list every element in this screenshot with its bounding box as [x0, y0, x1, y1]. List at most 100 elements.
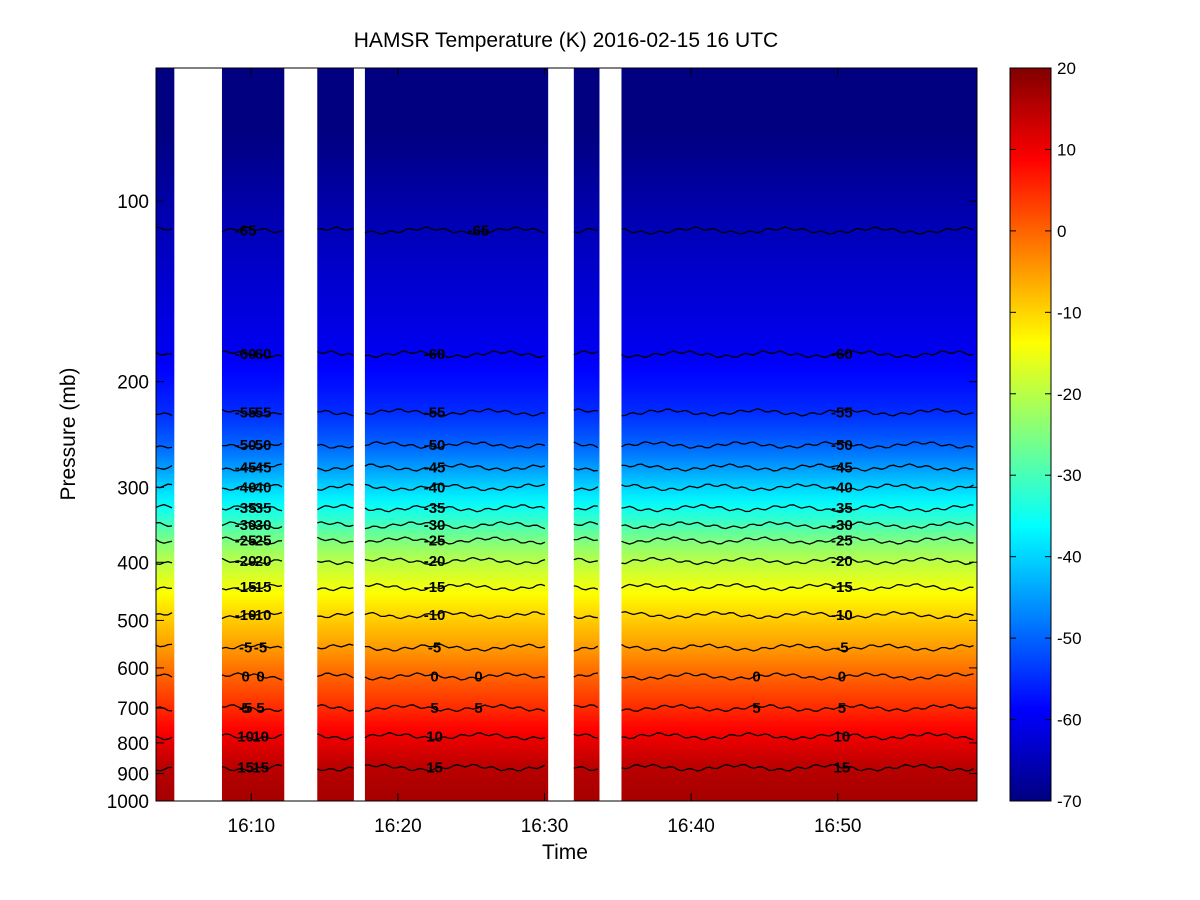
contour-label: -40 — [424, 479, 446, 496]
contour-line — [156, 612, 173, 616]
colorbar-ticks: 20 10 0 -10 -20 -30 -40 -50 -60 -70 — [1010, 59, 1082, 811]
contour-line — [573, 536, 598, 542]
contour-label: -25 — [250, 533, 272, 550]
contour-line — [221, 503, 283, 512]
colorbar-ramp — [1010, 68, 1051, 801]
contour-line — [573, 766, 599, 772]
contour-line — [621, 643, 974, 652]
contour-label: 0 — [430, 668, 438, 685]
contour-line — [221, 583, 283, 592]
contour-line — [364, 503, 546, 513]
colorbar-tick-label: -50 — [1057, 629, 1082, 648]
contour-label: 10 — [834, 728, 851, 745]
contour-line — [621, 556, 974, 566]
contour-label: -5 — [428, 640, 441, 657]
contour-line — [221, 672, 283, 681]
contour-label: 10 — [237, 728, 254, 745]
contour-line — [621, 408, 974, 417]
contour-label: -65 — [468, 223, 490, 240]
contour-line — [573, 704, 599, 708]
x-tick-label: 16:10 — [228, 816, 276, 837]
colorbar-tick-label: -20 — [1057, 385, 1082, 404]
contour-line — [221, 733, 283, 741]
y-tick-label: 900 — [117, 765, 149, 786]
contour-line — [156, 352, 173, 356]
contour-line — [156, 766, 172, 772]
contour-label: 15 — [252, 760, 269, 777]
contour-label: -15 — [424, 579, 446, 596]
contour-label: 15 — [237, 760, 254, 777]
contour-line — [364, 704, 546, 713]
contour-label: -30 — [250, 517, 272, 534]
y-tick-label: 600 — [117, 659, 149, 680]
contour-label: -55 — [831, 404, 853, 421]
contour-label: -30 — [424, 517, 446, 534]
contour-line — [621, 763, 974, 772]
colorbar-tick-label: 0 — [1057, 222, 1066, 241]
contour-label: -25 — [235, 533, 257, 550]
x-tick-label: 16:40 — [667, 816, 715, 837]
data-gap-3 — [353, 68, 365, 801]
contour-line — [317, 521, 354, 528]
plot-frame — [155, 67, 978, 802]
data-gap-5 — [599, 68, 622, 801]
contour-label: -5 — [239, 700, 252, 717]
contour-line — [621, 704, 974, 713]
contour-label: -15 — [250, 579, 272, 596]
colorbar-tick-label: -30 — [1057, 466, 1082, 485]
contour-label: -30 — [235, 517, 257, 534]
x-tick-label: 16:30 — [521, 816, 569, 837]
contour-line — [317, 733, 354, 741]
contour-line — [621, 226, 974, 235]
x-tick-label: 16:50 — [814, 816, 862, 837]
contour-line — [317, 350, 354, 356]
contour-label: 0 — [256, 668, 264, 685]
y-tick-label: 100 — [117, 192, 149, 213]
contour-label: -25 — [831, 533, 853, 550]
contour-line — [317, 443, 354, 449]
contour-label: -5 — [254, 640, 267, 657]
contour-line — [364, 582, 546, 592]
contour-line — [364, 536, 546, 545]
y-tick-label: 200 — [117, 373, 149, 394]
contour-line — [317, 226, 354, 231]
contour-line — [364, 483, 546, 492]
contour-label: -55 — [424, 404, 446, 421]
contour-line — [573, 467, 598, 472]
contour-line — [317, 536, 354, 544]
contour-label: 0 — [241, 668, 249, 685]
contour-label: -20 — [235, 553, 257, 570]
contour-label: -5 — [835, 640, 848, 657]
contour-label: -55 — [250, 404, 272, 421]
contour-line — [317, 483, 354, 491]
contour-line — [364, 672, 545, 681]
contour-line — [317, 704, 354, 712]
contour-line — [317, 560, 354, 566]
contour-line — [156, 503, 173, 509]
y-tick-label: 1000 — [107, 792, 149, 813]
colorbar-tick-label: -70 — [1057, 792, 1082, 811]
contour-line — [573, 645, 599, 652]
y-tick-label: 800 — [117, 734, 149, 755]
contour-lines — [156, 226, 974, 772]
contour-line — [364, 408, 545, 417]
contour-line — [317, 409, 354, 417]
contour-line — [221, 226, 283, 234]
y-tick-label: 400 — [117, 553, 149, 574]
contour-line — [621, 483, 974, 492]
contour-label: -50 — [235, 437, 257, 454]
contour-label: -65 — [235, 223, 257, 240]
contour-line — [364, 463, 546, 472]
contour-label: -40 — [235, 479, 257, 496]
contour-label: -60 — [235, 346, 257, 363]
chart-title: HAMSR Temperature (K) 2016-02-15 16 UTC — [354, 29, 778, 52]
contour-label: 15 — [426, 760, 443, 777]
data-gaps — [174, 68, 622, 801]
contour-line — [156, 226, 173, 231]
x-axis-label: Time — [542, 841, 588, 864]
colorbar-tick-label: 10 — [1057, 140, 1076, 159]
contour-label: 0 — [474, 668, 482, 685]
contour-line — [156, 643, 173, 648]
colorbar-tick-label: -40 — [1057, 548, 1082, 567]
contour-line — [156, 673, 173, 678]
